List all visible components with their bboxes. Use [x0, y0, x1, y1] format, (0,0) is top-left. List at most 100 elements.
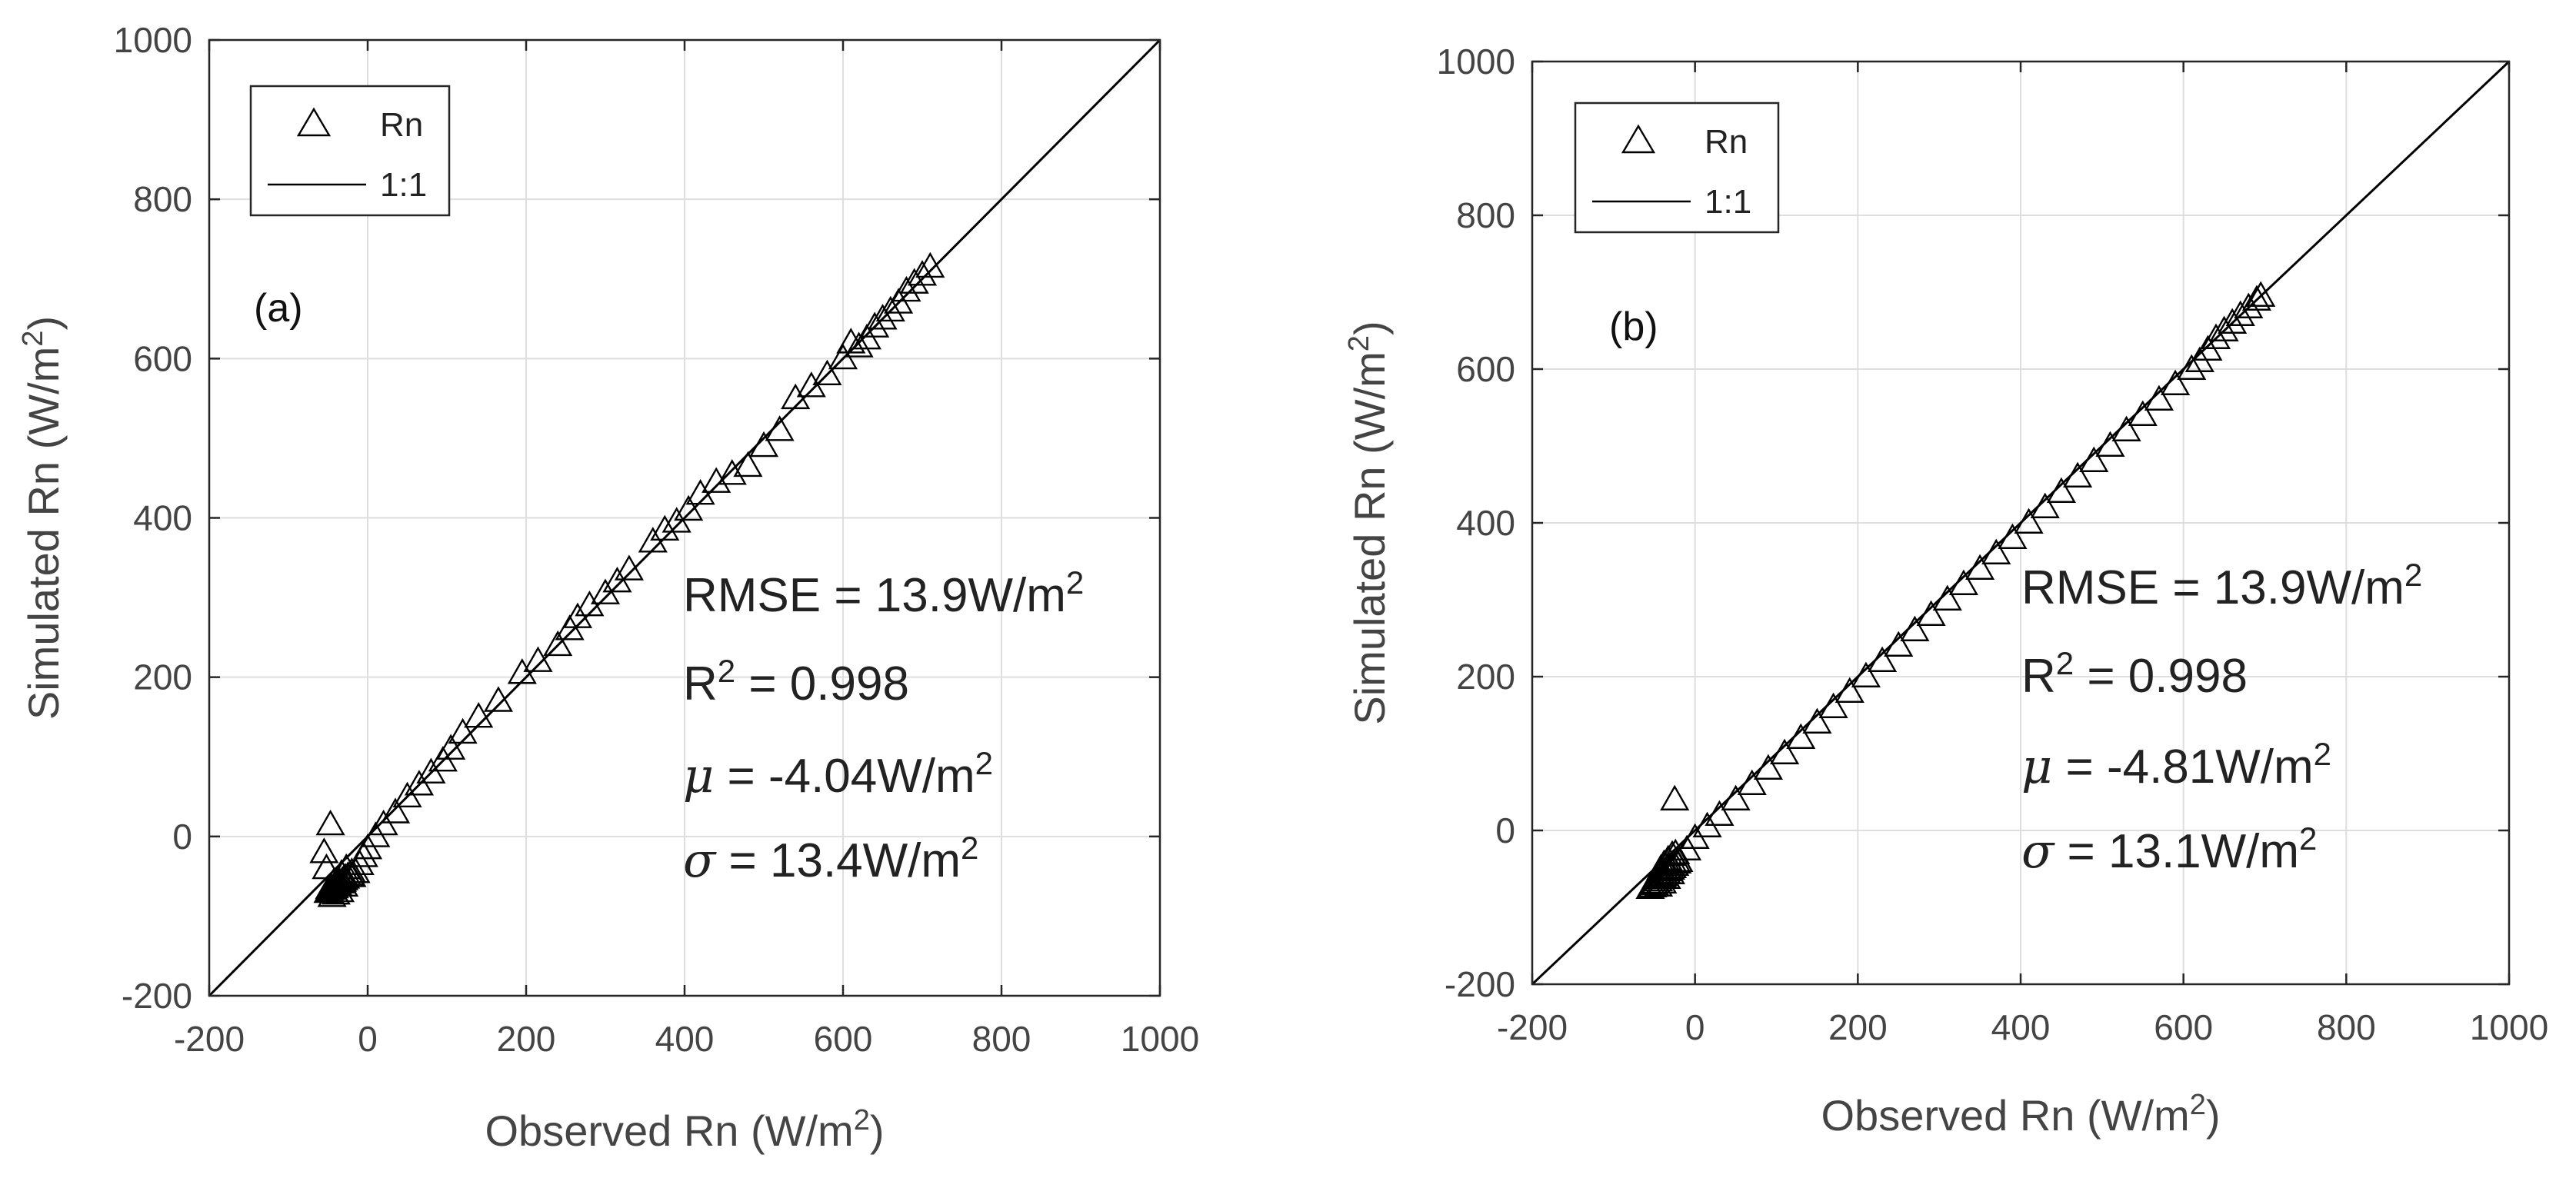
data-point [523, 646, 553, 672]
legend-label: 1:1 [1705, 183, 1751, 221]
data-point [717, 459, 747, 485]
x-tick-label: 1000 [1121, 1019, 1199, 1059]
data-point [1802, 707, 1832, 734]
stats-annotation: R2 = 0.998 [683, 653, 909, 711]
data-point [674, 494, 704, 521]
stats-annotation: σ = 13.4W/m2 [683, 830, 978, 889]
panel-a: -200 0 200 400 600 800 1000 -200 0 200 400 600 800 10… [17, 20, 1199, 1155]
data-point [2079, 446, 2109, 472]
x-tick-label: 200 [1828, 1007, 1888, 1047]
data-point [875, 295, 905, 322]
data-point [1786, 723, 1816, 749]
x-tick-label: 800 [972, 1019, 1031, 1059]
data-point [891, 275, 921, 302]
data-point [380, 797, 411, 824]
data-point [309, 837, 339, 864]
data-point [1648, 867, 1678, 893]
x-axis-label: Observed Rn (W/m2) [485, 1104, 885, 1155]
data-point [2241, 285, 2271, 311]
y-tick-label: 0 [172, 817, 192, 857]
legend: Rn 1:1 [249, 85, 451, 217]
legend-label: 1:1 [380, 166, 427, 204]
data-point [765, 415, 795, 441]
x-tick-label: 400 [1991, 1007, 2051, 1047]
panel-b: -200 0 200 400 600 800 1000 -200 0 200 400 600 800 10… [1343, 42, 2548, 1140]
y-tick-label: 600 [133, 338, 192, 378]
data-point [2225, 300, 2255, 326]
data-point [315, 873, 345, 900]
y-tick-label: 0 [1495, 810, 1515, 850]
data-point [1965, 554, 1995, 580]
y-tick-label: -200 [1445, 964, 1515, 1004]
y-tick-label: 200 [133, 657, 192, 697]
y-tick-label: 800 [1456, 195, 1515, 235]
panel-label: (b) [1609, 304, 1658, 349]
data-point [2246, 281, 2276, 307]
stats-annotation: RMSE = 13.9W/m2 [2021, 557, 2422, 615]
data-point [1835, 677, 1865, 703]
data-point [312, 853, 342, 880]
data-point [844, 331, 874, 358]
y-tick-label: 1000 [1437, 42, 1515, 82]
data-point [2046, 477, 2076, 503]
data-point [317, 881, 347, 907]
legend-box [1574, 101, 1780, 234]
data-point [748, 431, 779, 458]
data-point [1660, 784, 1690, 810]
y-axis-label: Simulated Rn (W/m2) [17, 316, 68, 720]
data-point [2128, 400, 2158, 426]
data-point [1818, 692, 1848, 718]
data-point [1981, 538, 2011, 564]
x-tick-label: 600 [814, 1019, 873, 1059]
legend-triangle-icon [296, 107, 332, 137]
data-point [2201, 323, 2231, 349]
x-axis-label: Observed Rn (W/m2) [1821, 1089, 2221, 1140]
data-point [436, 734, 466, 760]
stats-annotation: μ = -4.04W/m2 [683, 745, 993, 804]
data-point [701, 467, 731, 493]
data-point [1705, 800, 1735, 826]
x-tick-label: 0 [358, 1019, 378, 1059]
data-point [483, 686, 514, 712]
data-point [464, 702, 494, 728]
data-point [1932, 584, 1962, 611]
data-point [543, 630, 573, 657]
y-tick-label: 200 [1456, 657, 1515, 697]
data-point [1721, 784, 1751, 810]
data-point [868, 304, 898, 330]
y-tick-label: -200 [122, 976, 192, 1016]
data-point [2218, 308, 2248, 334]
data-point [2063, 461, 2093, 488]
data-point [614, 554, 644, 581]
stats-annotation: μ = -4.81W/m2 [2021, 736, 2331, 795]
stats-annotation: σ = 13.1W/m2 [2021, 820, 2317, 880]
data-point [1657, 840, 1688, 866]
data-point [2030, 492, 2060, 518]
y-tick-label: 800 [133, 179, 192, 219]
y-tick-label: 600 [1456, 349, 1515, 389]
data-point [315, 809, 345, 836]
data-point [860, 311, 890, 338]
x-tick-label: 800 [2317, 1007, 2376, 1047]
data-point [650, 514, 680, 541]
legend: Rn 1:1 [1574, 101, 1780, 234]
data-point [2014, 507, 2044, 534]
y-tick-label: 400 [133, 498, 192, 538]
data-point [733, 451, 763, 478]
legend-triangle-icon [1621, 124, 1656, 154]
data-point [1770, 738, 1800, 764]
data-point [448, 717, 478, 744]
x-tick-label: 0 [1685, 1007, 1705, 1047]
data-point [907, 260, 938, 286]
data-point [1851, 661, 1881, 687]
stats-annotation: RMSE = 13.9W/m2 [683, 564, 1084, 623]
x-tick-label: -200 [174, 1019, 245, 1059]
x-tick-label: 600 [2154, 1007, 2213, 1047]
y-axis-label: Simulated Rn (W/m2) [1343, 321, 1394, 724]
legend-box [249, 85, 451, 217]
data-point [2177, 354, 2207, 380]
legend-label: Rn [1705, 123, 1748, 161]
x-tick-label: -200 [1497, 1007, 1568, 1047]
y-tick-label: 400 [1456, 503, 1515, 543]
